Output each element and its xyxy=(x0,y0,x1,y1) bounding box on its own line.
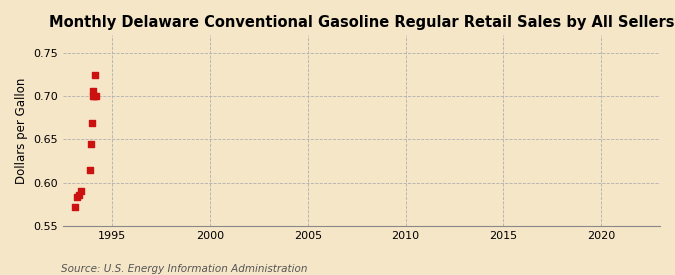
Title: Monthly Delaware Conventional Gasoline Regular Retail Sales by All Sellers: Monthly Delaware Conventional Gasoline R… xyxy=(49,15,674,30)
Point xyxy=(70,205,80,209)
Point xyxy=(85,142,96,147)
Point xyxy=(74,192,84,197)
Point xyxy=(88,89,99,93)
Point xyxy=(72,195,82,199)
Point xyxy=(86,121,97,125)
Point xyxy=(89,94,100,98)
Point xyxy=(91,94,102,98)
Point xyxy=(90,73,101,77)
Text: Source: U.S. Energy Information Administration: Source: U.S. Energy Information Administ… xyxy=(61,264,307,274)
Y-axis label: Dollars per Gallon: Dollars per Gallon xyxy=(15,78,28,184)
Point xyxy=(76,189,86,193)
Point xyxy=(84,167,95,172)
Point xyxy=(87,94,98,98)
